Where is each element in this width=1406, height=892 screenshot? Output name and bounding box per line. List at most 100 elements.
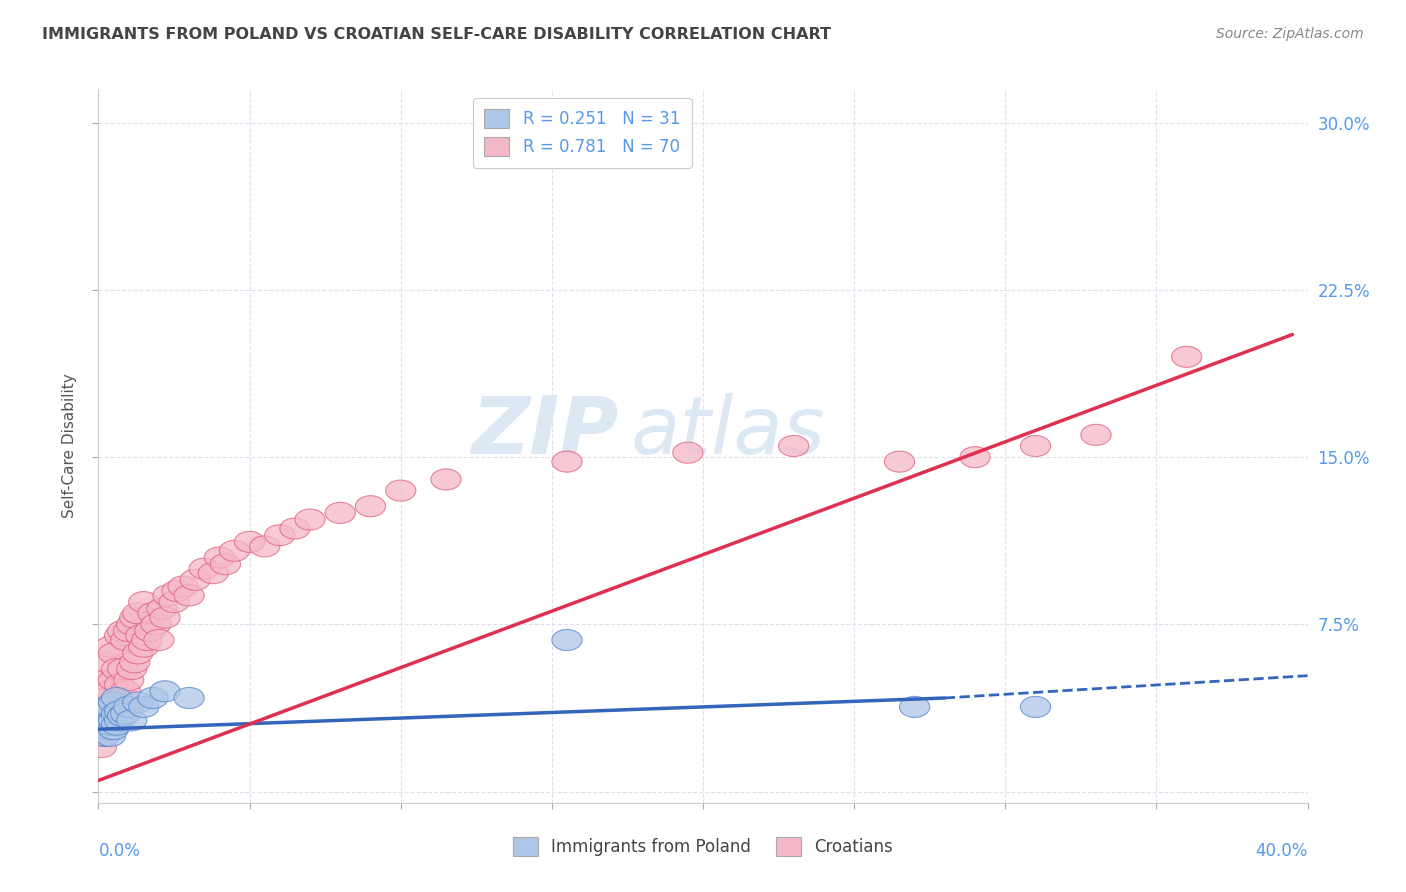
Ellipse shape bbox=[96, 636, 125, 657]
Ellipse shape bbox=[143, 630, 174, 650]
Ellipse shape bbox=[96, 719, 125, 739]
Text: 0.0%: 0.0% bbox=[98, 842, 141, 860]
Ellipse shape bbox=[150, 607, 180, 628]
Text: IMMIGRANTS FROM POLAND VS CROATIAN SELF-CARE DISABILITY CORRELATION CHART: IMMIGRANTS FROM POLAND VS CROATIAN SELF-… bbox=[42, 27, 831, 42]
Ellipse shape bbox=[432, 469, 461, 490]
Ellipse shape bbox=[167, 576, 198, 597]
Ellipse shape bbox=[356, 496, 385, 516]
Ellipse shape bbox=[90, 670, 120, 690]
Ellipse shape bbox=[211, 554, 240, 574]
Ellipse shape bbox=[135, 621, 165, 641]
Ellipse shape bbox=[159, 591, 190, 613]
Ellipse shape bbox=[884, 451, 915, 472]
Ellipse shape bbox=[93, 714, 122, 735]
Ellipse shape bbox=[114, 697, 143, 717]
Ellipse shape bbox=[153, 585, 183, 606]
Ellipse shape bbox=[98, 703, 129, 724]
Ellipse shape bbox=[120, 607, 150, 628]
Ellipse shape bbox=[101, 710, 132, 731]
Ellipse shape bbox=[93, 688, 122, 708]
Ellipse shape bbox=[101, 658, 132, 680]
Ellipse shape bbox=[111, 630, 141, 650]
Ellipse shape bbox=[86, 714, 117, 735]
Ellipse shape bbox=[264, 524, 295, 546]
Ellipse shape bbox=[280, 518, 311, 539]
Ellipse shape bbox=[93, 707, 122, 729]
Ellipse shape bbox=[107, 688, 138, 708]
Ellipse shape bbox=[180, 569, 211, 591]
Ellipse shape bbox=[141, 614, 172, 635]
Ellipse shape bbox=[960, 447, 990, 467]
Ellipse shape bbox=[117, 710, 146, 731]
Ellipse shape bbox=[129, 697, 159, 717]
Ellipse shape bbox=[117, 614, 146, 635]
Ellipse shape bbox=[122, 643, 153, 664]
Ellipse shape bbox=[104, 625, 135, 646]
Ellipse shape bbox=[114, 670, 143, 690]
Ellipse shape bbox=[111, 703, 141, 724]
Ellipse shape bbox=[93, 719, 122, 739]
Ellipse shape bbox=[235, 532, 264, 552]
Ellipse shape bbox=[114, 621, 143, 641]
Ellipse shape bbox=[117, 658, 146, 680]
Ellipse shape bbox=[98, 692, 129, 713]
Ellipse shape bbox=[93, 652, 122, 673]
Ellipse shape bbox=[96, 697, 125, 717]
Ellipse shape bbox=[90, 703, 120, 724]
Ellipse shape bbox=[1081, 425, 1111, 445]
Ellipse shape bbox=[107, 658, 138, 680]
Ellipse shape bbox=[162, 581, 193, 601]
Ellipse shape bbox=[96, 714, 125, 735]
Ellipse shape bbox=[86, 737, 117, 757]
Ellipse shape bbox=[101, 688, 132, 708]
Ellipse shape bbox=[1021, 435, 1050, 457]
Ellipse shape bbox=[98, 643, 129, 664]
Ellipse shape bbox=[198, 563, 228, 583]
Ellipse shape bbox=[122, 692, 153, 713]
Ellipse shape bbox=[90, 725, 120, 747]
Ellipse shape bbox=[96, 681, 125, 702]
Ellipse shape bbox=[104, 703, 135, 724]
Ellipse shape bbox=[551, 451, 582, 472]
Ellipse shape bbox=[138, 688, 167, 708]
Ellipse shape bbox=[101, 714, 132, 735]
Ellipse shape bbox=[120, 652, 150, 673]
Text: ZIP: ZIP bbox=[471, 392, 619, 471]
Ellipse shape bbox=[107, 621, 138, 641]
Ellipse shape bbox=[125, 625, 156, 646]
Legend: Immigrants from Poland, Croatians: Immigrants from Poland, Croatians bbox=[503, 827, 903, 866]
Ellipse shape bbox=[90, 714, 120, 735]
Ellipse shape bbox=[98, 710, 129, 731]
Ellipse shape bbox=[86, 719, 117, 739]
Ellipse shape bbox=[138, 603, 167, 624]
Ellipse shape bbox=[98, 719, 129, 739]
Ellipse shape bbox=[96, 725, 125, 747]
Ellipse shape bbox=[104, 701, 135, 722]
Ellipse shape bbox=[295, 509, 325, 530]
Text: 40.0%: 40.0% bbox=[1256, 842, 1308, 860]
Ellipse shape bbox=[673, 442, 703, 463]
Ellipse shape bbox=[129, 591, 159, 613]
Ellipse shape bbox=[1171, 346, 1202, 368]
Ellipse shape bbox=[174, 688, 204, 708]
Ellipse shape bbox=[1021, 697, 1050, 717]
Ellipse shape bbox=[129, 636, 159, 657]
Ellipse shape bbox=[101, 703, 132, 724]
Ellipse shape bbox=[104, 674, 135, 695]
Text: Source: ZipAtlas.com: Source: ZipAtlas.com bbox=[1216, 27, 1364, 41]
Ellipse shape bbox=[90, 725, 120, 747]
Ellipse shape bbox=[98, 670, 129, 690]
Ellipse shape bbox=[204, 547, 235, 568]
Ellipse shape bbox=[104, 710, 135, 731]
Ellipse shape bbox=[219, 541, 250, 561]
Ellipse shape bbox=[111, 681, 141, 702]
Ellipse shape bbox=[150, 681, 180, 702]
Ellipse shape bbox=[146, 599, 177, 619]
Ellipse shape bbox=[122, 603, 153, 624]
Ellipse shape bbox=[93, 697, 122, 717]
Ellipse shape bbox=[325, 502, 356, 524]
Y-axis label: Self-Care Disability: Self-Care Disability bbox=[62, 374, 77, 518]
Text: atlas: atlas bbox=[630, 392, 825, 471]
Ellipse shape bbox=[385, 480, 416, 501]
Ellipse shape bbox=[107, 706, 138, 726]
